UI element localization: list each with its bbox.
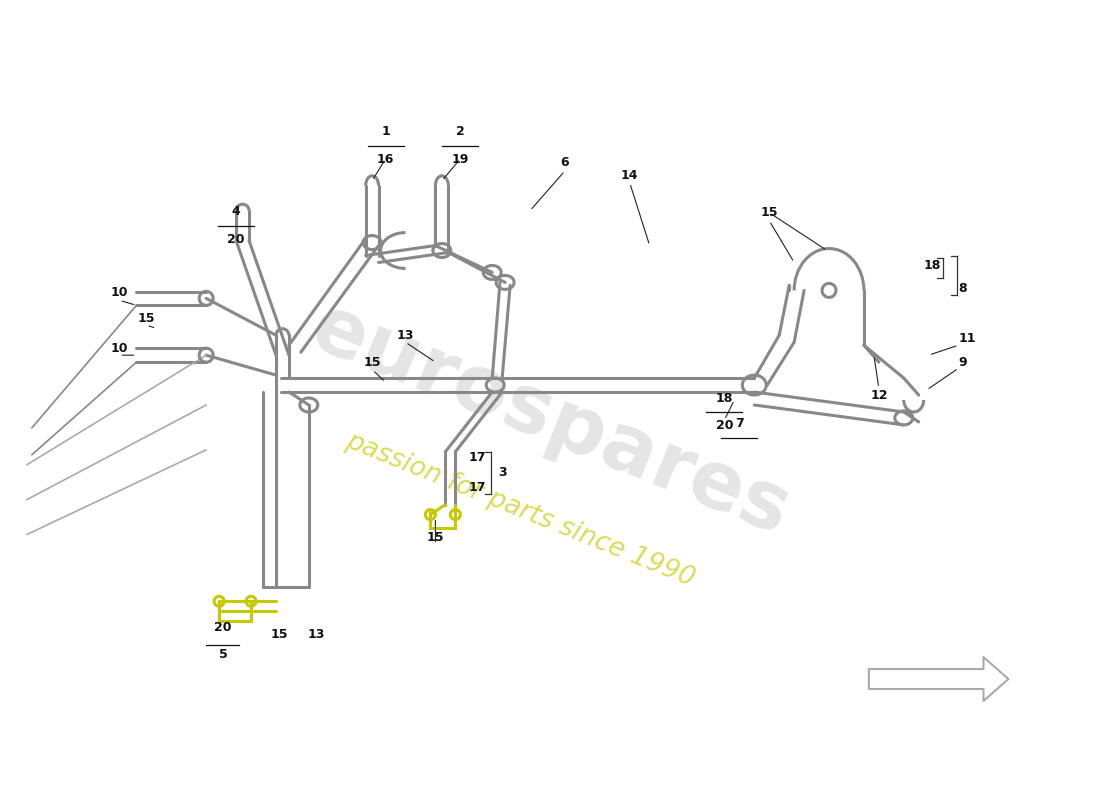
Text: 20: 20 <box>228 233 245 246</box>
Text: eurospares: eurospares <box>299 288 801 551</box>
Text: 15: 15 <box>138 312 155 325</box>
Text: passion for parts since 1990: passion for parts since 1990 <box>342 427 698 592</box>
Text: 7: 7 <box>735 418 744 430</box>
Text: 2: 2 <box>455 126 464 138</box>
Text: 8: 8 <box>958 282 967 295</box>
Text: 3: 3 <box>498 466 507 479</box>
Text: 5: 5 <box>219 648 228 661</box>
Text: 17: 17 <box>469 451 486 464</box>
Text: 14: 14 <box>621 170 638 182</box>
Text: 15: 15 <box>760 206 778 219</box>
Text: 15: 15 <box>427 531 444 544</box>
Text: 13: 13 <box>307 628 324 641</box>
Text: 13: 13 <box>397 329 415 342</box>
Text: 20: 20 <box>716 419 733 433</box>
Text: 18: 18 <box>716 391 733 405</box>
Text: 19: 19 <box>452 154 469 166</box>
Text: 11: 11 <box>958 332 976 345</box>
Text: 6: 6 <box>561 156 570 170</box>
Text: 10: 10 <box>111 286 129 299</box>
Text: 9: 9 <box>958 356 967 369</box>
Text: 12: 12 <box>870 389 888 402</box>
Text: 20: 20 <box>214 621 232 634</box>
Text: 15: 15 <box>364 356 382 369</box>
Text: 10: 10 <box>111 342 129 354</box>
Text: 15: 15 <box>271 628 288 641</box>
Text: 16: 16 <box>377 154 394 166</box>
Text: 17: 17 <box>469 481 486 494</box>
Text: 1: 1 <box>382 126 389 138</box>
Text: 4: 4 <box>232 205 241 218</box>
Text: 18: 18 <box>924 259 942 272</box>
